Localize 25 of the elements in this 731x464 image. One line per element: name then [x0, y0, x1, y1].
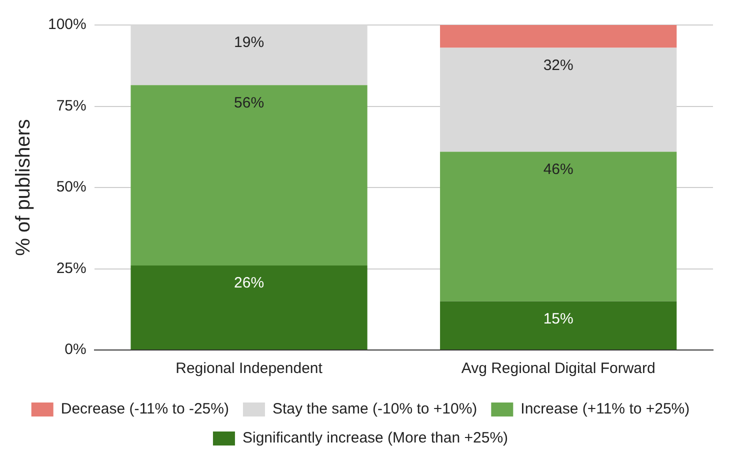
bar: [440, 25, 677, 48]
bar: [130, 25, 368, 86]
data-label: 19%: [234, 34, 264, 52]
bar: [130, 85, 368, 266]
bar: [440, 301, 677, 350]
y-tick-label: 75%: [56, 97, 86, 114]
data-label: 26%: [234, 274, 264, 292]
data-label: 56%: [234, 94, 264, 112]
y-tick-label: 100%: [48, 16, 86, 34]
y-tick-label: 50%: [56, 178, 86, 196]
legend-label: Decrease (-11% to -25%): [60, 400, 229, 418]
y-tick-label: 25%: [56, 260, 86, 277]
bar: [440, 48, 677, 152]
data-label: 32%: [543, 56, 574, 74]
bar: [130, 266, 368, 350]
legend-label: Increase (+11% to +25%): [520, 400, 690, 418]
x-tick-label: Regional Independent: [176, 360, 324, 378]
bar: [440, 152, 677, 302]
y-axis-title: % of publishers: [12, 119, 35, 256]
legend-label: Significantly increase (More than +25%): [242, 430, 508, 447]
data-label: 46%: [543, 160, 574, 178]
y-tick-label: 0%: [64, 341, 86, 358]
legend-label: Stay the same (-10% to +10%): [272, 400, 478, 418]
data-label: 15%: [543, 310, 574, 328]
x-tick-label: Avg Regional Digital Forward: [461, 360, 656, 378]
